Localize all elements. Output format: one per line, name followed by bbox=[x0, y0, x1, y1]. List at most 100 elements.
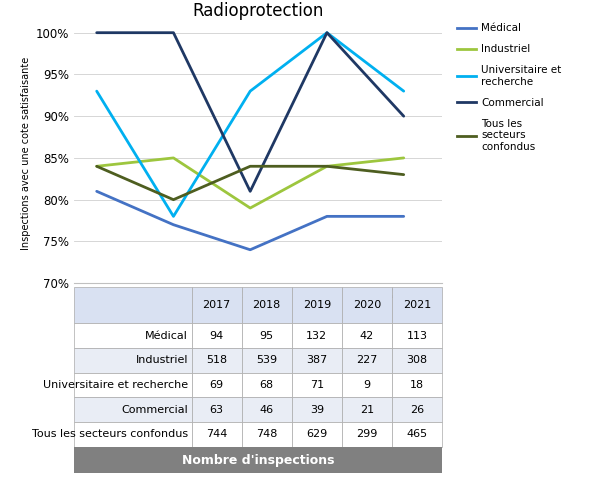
Text: Tous les secteurs confondus: Tous les secteurs confondus bbox=[32, 430, 188, 439]
FancyBboxPatch shape bbox=[342, 323, 392, 348]
FancyBboxPatch shape bbox=[292, 323, 342, 348]
Médical bbox=[93, 188, 100, 194]
FancyBboxPatch shape bbox=[242, 348, 292, 373]
Text: 629: 629 bbox=[306, 430, 327, 439]
Tous les secteurs confondus bbox=[169, 197, 177, 203]
Text: 113: 113 bbox=[406, 331, 427, 340]
FancyBboxPatch shape bbox=[342, 348, 392, 373]
Text: Médical: Médical bbox=[145, 331, 188, 340]
Industriel bbox=[169, 155, 177, 161]
FancyBboxPatch shape bbox=[242, 373, 292, 397]
Text: Commercial: Commercial bbox=[121, 405, 188, 415]
Line: Universitaire et recherche: Universitaire et recherche bbox=[96, 33, 403, 216]
Text: 46: 46 bbox=[260, 405, 274, 415]
Text: 2017: 2017 bbox=[203, 300, 231, 310]
Text: 95: 95 bbox=[260, 331, 274, 340]
Text: 94: 94 bbox=[209, 331, 223, 340]
Title: Radioprotection: Radioprotection bbox=[192, 2, 324, 20]
Text: 39: 39 bbox=[309, 405, 324, 415]
Tous les secteurs confondus bbox=[246, 163, 254, 169]
Text: 2018: 2018 bbox=[252, 300, 281, 310]
Text: 42: 42 bbox=[360, 331, 374, 340]
FancyBboxPatch shape bbox=[74, 373, 192, 397]
FancyBboxPatch shape bbox=[392, 348, 442, 373]
Text: 68: 68 bbox=[260, 380, 274, 390]
FancyBboxPatch shape bbox=[74, 348, 192, 373]
Universitaire et recherche bbox=[93, 88, 100, 94]
Text: 21: 21 bbox=[360, 405, 374, 415]
Tous les secteurs confondus bbox=[323, 163, 330, 169]
Industriel bbox=[93, 163, 100, 169]
FancyBboxPatch shape bbox=[192, 323, 242, 348]
Industriel bbox=[400, 155, 407, 161]
Text: Universitaire et recherche: Universitaire et recherche bbox=[43, 380, 188, 390]
FancyBboxPatch shape bbox=[192, 373, 242, 397]
FancyBboxPatch shape bbox=[74, 287, 192, 323]
Universitaire et recherche bbox=[169, 213, 177, 219]
Y-axis label: Inspections avec une cote satisfaisante: Inspections avec une cote satisfaisante bbox=[21, 57, 31, 250]
Text: 71: 71 bbox=[309, 380, 324, 390]
Universitaire et recherche bbox=[246, 88, 254, 94]
Commercial bbox=[400, 113, 407, 119]
Commercial bbox=[93, 30, 100, 36]
Universitaire et recherche bbox=[400, 88, 407, 94]
Industriel bbox=[246, 205, 254, 211]
FancyBboxPatch shape bbox=[342, 422, 392, 447]
Commercial bbox=[169, 30, 177, 36]
Line: Industriel: Industriel bbox=[96, 158, 403, 208]
Text: 2021: 2021 bbox=[403, 300, 431, 310]
Commercial bbox=[246, 188, 254, 194]
Médical bbox=[169, 222, 177, 227]
FancyBboxPatch shape bbox=[242, 422, 292, 447]
FancyBboxPatch shape bbox=[292, 348, 342, 373]
FancyBboxPatch shape bbox=[192, 287, 242, 323]
Line: Tous les secteurs confondus: Tous les secteurs confondus bbox=[96, 166, 403, 200]
Tous les secteurs confondus bbox=[93, 163, 100, 169]
FancyBboxPatch shape bbox=[292, 397, 342, 422]
Legend: Médical, Industriel, Universitaire et
recherche, Commercial, Tous les
secteurs
c: Médical, Industriel, Universitaire et re… bbox=[453, 19, 565, 156]
FancyBboxPatch shape bbox=[292, 287, 342, 323]
Text: 299: 299 bbox=[356, 430, 378, 439]
Text: 9: 9 bbox=[363, 380, 370, 390]
Text: 2020: 2020 bbox=[353, 300, 381, 310]
Médical bbox=[246, 247, 254, 253]
FancyBboxPatch shape bbox=[392, 323, 442, 348]
FancyBboxPatch shape bbox=[242, 397, 292, 422]
Médical bbox=[400, 213, 407, 219]
Text: 69: 69 bbox=[209, 380, 223, 390]
Tous les secteurs confondus bbox=[400, 172, 407, 178]
FancyBboxPatch shape bbox=[192, 397, 242, 422]
Text: 539: 539 bbox=[256, 355, 278, 365]
FancyBboxPatch shape bbox=[192, 422, 242, 447]
FancyBboxPatch shape bbox=[292, 422, 342, 447]
Text: 63: 63 bbox=[209, 405, 223, 415]
FancyBboxPatch shape bbox=[242, 323, 292, 348]
Text: 308: 308 bbox=[406, 355, 427, 365]
Text: 2019: 2019 bbox=[303, 300, 331, 310]
Text: Industriel: Industriel bbox=[135, 355, 188, 365]
FancyBboxPatch shape bbox=[392, 287, 442, 323]
FancyBboxPatch shape bbox=[192, 348, 242, 373]
Text: 132: 132 bbox=[306, 331, 327, 340]
FancyBboxPatch shape bbox=[74, 323, 192, 348]
Médical bbox=[323, 213, 330, 219]
FancyBboxPatch shape bbox=[392, 397, 442, 422]
FancyBboxPatch shape bbox=[342, 287, 392, 323]
Universitaire et recherche bbox=[323, 30, 330, 36]
Text: 18: 18 bbox=[410, 380, 424, 390]
FancyBboxPatch shape bbox=[392, 373, 442, 397]
Text: 227: 227 bbox=[356, 355, 378, 365]
Commercial bbox=[323, 30, 330, 36]
Text: 744: 744 bbox=[206, 430, 227, 439]
Text: Nombre d'inspections: Nombre d'inspections bbox=[182, 453, 334, 467]
Text: 465: 465 bbox=[406, 430, 427, 439]
Text: 518: 518 bbox=[206, 355, 227, 365]
Line: Commercial: Commercial bbox=[96, 33, 403, 191]
Text: 748: 748 bbox=[256, 430, 278, 439]
Industriel bbox=[323, 163, 330, 169]
FancyBboxPatch shape bbox=[292, 373, 342, 397]
FancyBboxPatch shape bbox=[74, 397, 192, 422]
Text: 387: 387 bbox=[306, 355, 327, 365]
FancyBboxPatch shape bbox=[342, 397, 392, 422]
FancyBboxPatch shape bbox=[74, 422, 192, 447]
